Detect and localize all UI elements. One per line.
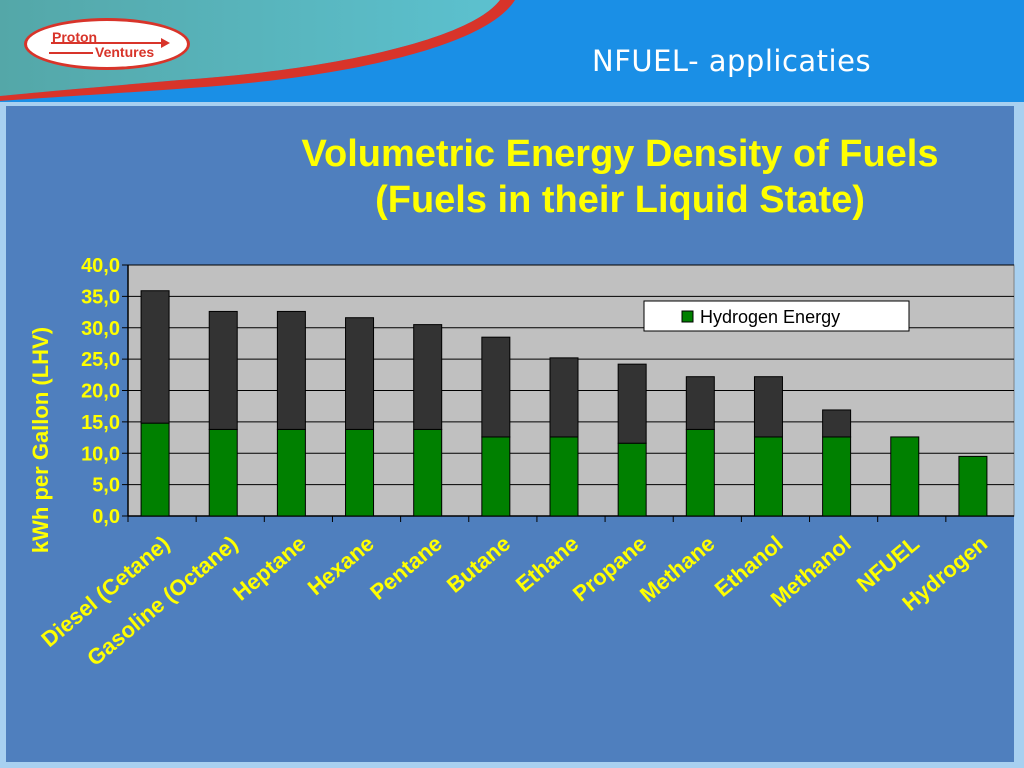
- x-category-label: Methane: [635, 531, 719, 608]
- bar-segment-1: [822, 409, 852, 438]
- x-category-label: Pentane: [365, 531, 447, 605]
- y-tick-label: 10,0: [81, 443, 120, 465]
- y-tick-label: 15,0: [81, 412, 120, 434]
- bar-segment-1: [276, 310, 306, 430]
- x-category-label: Hexane: [303, 531, 379, 600]
- bar-segment-0: [140, 422, 170, 517]
- y-tick-label: 40,0: [81, 255, 120, 277]
- y-tick-label: 0,0: [92, 506, 120, 528]
- legend-box: [643, 300, 910, 332]
- y-tick-label: 20,0: [81, 381, 120, 403]
- bar-segment-1: [481, 336, 511, 438]
- proton-ventures-logo: Proton Ventures: [24, 18, 190, 70]
- logo-arrow-line: [51, 42, 163, 44]
- slide-header: Proton Ventures NFUEL- applicaties: [0, 0, 1024, 104]
- logo-text-bottom: Ventures: [95, 44, 155, 60]
- bar-segment-1: [685, 376, 715, 430]
- bar-segment-0: [549, 436, 579, 517]
- chart-title: Volumetric Energy Density of Fuels: [301, 133, 938, 175]
- bar-segment-0: [481, 436, 511, 517]
- bar-segment-1: [617, 363, 647, 444]
- bar-segment-1: [140, 290, 170, 424]
- bar-segment-0: [617, 442, 647, 517]
- bar-segment-1: [413, 324, 443, 430]
- legend-swatch: [681, 310, 694, 323]
- y-tick-label: 30,0: [81, 318, 120, 340]
- bar-segment-0: [890, 436, 920, 517]
- bar-segment-1: [345, 317, 375, 430]
- logo-text-top: Proton: [52, 29, 98, 45]
- y-tick-label: 5,0: [92, 475, 120, 497]
- logo-underline: [49, 52, 93, 54]
- y-tick-label: 35,0: [81, 286, 120, 308]
- bar-segment-0: [685, 428, 715, 517]
- bar-segment-0: [822, 436, 852, 517]
- bar-segment-1: [208, 310, 238, 430]
- logo-arrow-icon: [161, 38, 170, 48]
- bar-segment-0: [958, 455, 988, 517]
- bar-segment-0: [753, 436, 783, 517]
- legend-label: Hydrogen Energy: [700, 307, 840, 327]
- bar-segment-0: [413, 428, 443, 517]
- bar-segment-1: [549, 357, 579, 438]
- slide-title: NFUEL- applicaties: [592, 44, 872, 78]
- y-tick-label: 25,0: [81, 349, 120, 371]
- bar-segment-0: [208, 428, 238, 517]
- bar-segment-1: [753, 376, 783, 438]
- chart-subtitle: (Fuels in their Liquid State): [375, 179, 865, 221]
- bar-segment-0: [345, 428, 375, 517]
- bar-segment-0: [276, 428, 306, 517]
- x-category-label: Heptane: [228, 531, 311, 606]
- x-category-label: Propane: [568, 531, 652, 607]
- x-category-label: Butane: [442, 531, 515, 598]
- y-axis-label: kWh per Gallon (LHV): [28, 327, 53, 553]
